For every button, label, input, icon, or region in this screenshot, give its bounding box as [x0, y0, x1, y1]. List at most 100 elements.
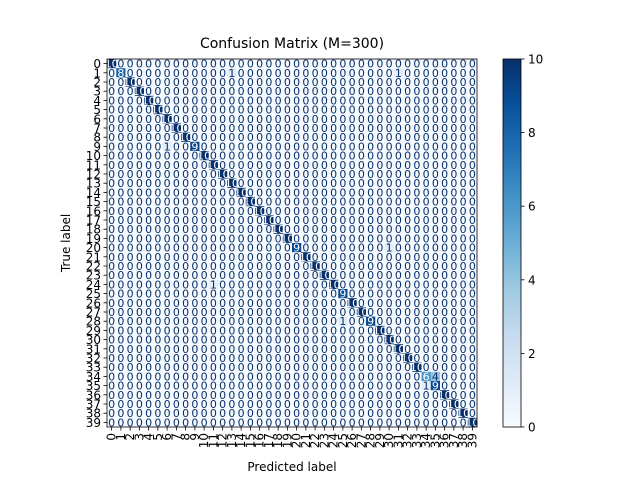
heatmap-cell	[430, 371, 441, 382]
heatmap-cell	[375, 187, 385, 198]
cell-value: 0	[460, 168, 467, 181]
heatmap-cell	[218, 105, 228, 115]
cell-value: 0	[321, 177, 328, 190]
cell-value: 0	[219, 306, 226, 319]
heatmap-cell	[144, 381, 154, 391]
heatmap-cell	[116, 381, 126, 391]
heatmap-cell	[467, 114, 478, 124]
heatmap-cell	[375, 233, 385, 244]
heatmap-cell	[384, 353, 395, 363]
heatmap-cell	[144, 252, 154, 262]
heatmap-cell	[467, 279, 478, 290]
heatmap-cell	[421, 95, 432, 106]
heatmap-cell	[384, 141, 395, 152]
heatmap-cell	[199, 307, 210, 317]
cell-value: 10	[262, 214, 276, 227]
cell-value: 0	[376, 232, 383, 245]
cell-value: 0	[404, 380, 411, 393]
cell-value: 0	[145, 370, 152, 383]
heatmap-cell	[236, 132, 247, 143]
cell-value: 0	[450, 324, 457, 337]
heatmap-cell	[218, 68, 228, 78]
heatmap-cell	[273, 123, 284, 133]
heatmap-cell	[218, 114, 228, 124]
cell-value: 0	[395, 334, 402, 347]
heatmap-cell	[301, 399, 311, 409]
cell-value: 0	[275, 251, 282, 264]
heatmap-cell	[171, 261, 182, 271]
cell-value: 0	[210, 177, 217, 190]
cell-value: 0	[127, 205, 134, 218]
cell-value: 0	[302, 288, 309, 301]
cell-value: 0	[219, 315, 226, 328]
heatmap-cell	[347, 270, 358, 281]
cell-value: 0	[358, 113, 365, 126]
heatmap-cell	[255, 390, 265, 400]
cell-value: 0	[441, 288, 448, 301]
heatmap-cell	[236, 233, 247, 244]
cell-value: 0	[219, 370, 226, 383]
heatmap-cell	[264, 68, 274, 78]
cell-value: 0	[284, 159, 291, 172]
cell-value: 0	[376, 159, 383, 172]
cell-value: 0	[376, 297, 383, 310]
heatmap-cell	[403, 316, 413, 327]
cell-value: 0	[302, 113, 309, 126]
cell-value: 0	[302, 416, 309, 429]
heatmap-cell	[218, 206, 228, 216]
heatmap-cell	[236, 77, 247, 87]
heatmap-cell	[199, 390, 210, 400]
cell-value: 0	[182, 85, 189, 98]
cell-value: 0	[247, 242, 254, 255]
heatmap-cell	[273, 381, 284, 391]
cell-value: 0	[441, 278, 448, 291]
cell-value: 0	[376, 361, 383, 374]
cell-value: 0	[219, 150, 226, 163]
heatmap-cell	[107, 344, 117, 354]
heatmap-cell	[181, 252, 191, 262]
cell-value: 0	[182, 242, 189, 255]
heatmap-cell	[310, 86, 321, 97]
cell-value: 0	[460, 205, 467, 218]
cell-value: 0	[256, 131, 263, 144]
cell-value: 0	[238, 278, 245, 291]
cell-value: 0	[423, 297, 430, 310]
cell-value: 0	[108, 315, 115, 328]
cell-value: 0	[312, 150, 319, 163]
heatmap-cell	[273, 353, 284, 363]
cell-value: 0	[145, 407, 152, 420]
cell-value: 0	[469, 306, 476, 319]
cell-value: 0	[219, 140, 226, 153]
heatmap-cell	[153, 417, 163, 428]
cell-value: 0	[404, 186, 411, 199]
heatmap-cell	[134, 206, 145, 216]
cell-value: 0	[432, 113, 439, 126]
heatmap-cell	[458, 335, 469, 345]
heatmap-cell	[153, 187, 163, 198]
heatmap-cell	[218, 197, 228, 207]
heatmap-cell	[227, 132, 237, 143]
cell-value: 0	[358, 416, 365, 429]
cell-value: 0	[460, 104, 467, 117]
heatmap-cell	[310, 381, 321, 391]
heatmap-cell	[356, 261, 367, 271]
cell-value: 0	[275, 242, 282, 255]
heatmap-cell	[245, 399, 256, 409]
heatmap-cell	[162, 408, 173, 419]
heatmap-cell	[153, 298, 163, 308]
cell-value: 0	[450, 205, 457, 218]
heatmap-cell	[116, 105, 126, 115]
heatmap-cell	[162, 325, 173, 336]
cell-value: 0	[136, 361, 143, 374]
cell-value: 0	[376, 67, 383, 80]
heatmap-cell	[403, 114, 413, 124]
heatmap-cell	[245, 261, 256, 271]
heatmap-cell	[356, 68, 367, 78]
cell-value: 0	[247, 159, 254, 172]
cell-value: 0	[330, 260, 337, 273]
cell-value: 0	[182, 150, 189, 163]
cell-value: 0	[219, 398, 226, 411]
cell-value: 0	[404, 251, 411, 264]
heatmap-cell	[412, 169, 422, 179]
heatmap-cell	[236, 178, 247, 189]
